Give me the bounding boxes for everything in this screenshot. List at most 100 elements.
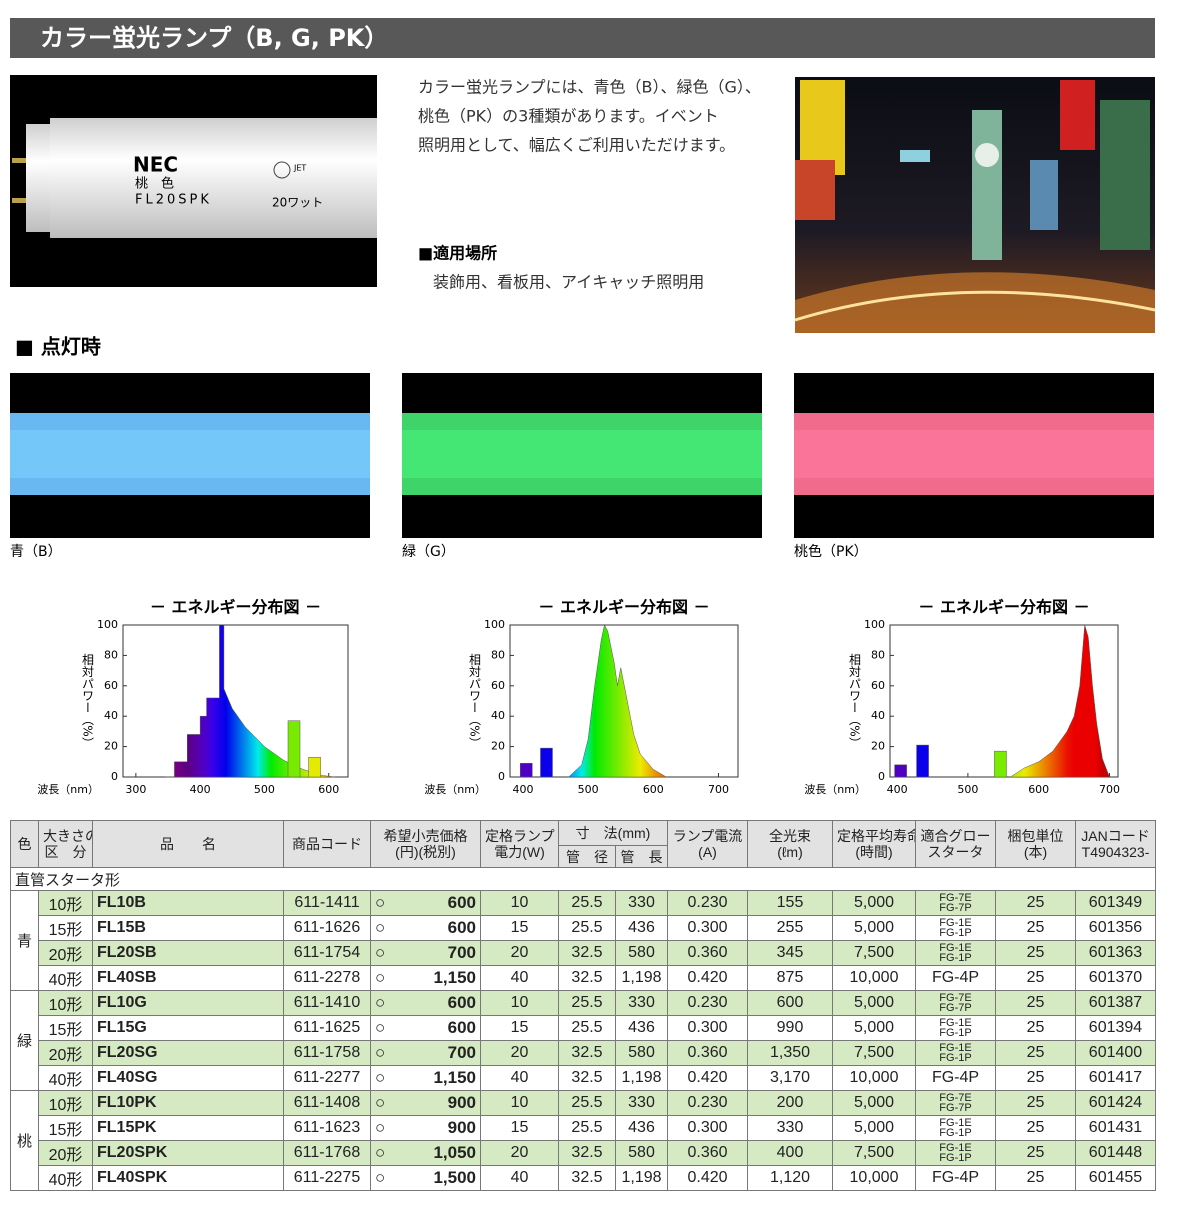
- current-cell: 0.420: [667, 1065, 748, 1091]
- lumen-cell: 600: [747, 990, 833, 1016]
- line-bar: [520, 763, 533, 778]
- y-axis-label: 相対パワー（%）: [81, 653, 95, 749]
- lamp-core: [794, 430, 1154, 478]
- diameter-text: 25.5: [571, 1094, 603, 1111]
- price-cell: ○ 700: [370, 940, 481, 966]
- length-cell: 436: [615, 1015, 668, 1041]
- lumen-cell: 1,350: [747, 1040, 833, 1066]
- header-line: ランプ電流: [672, 828, 743, 844]
- lumen-cell: 400: [747, 1140, 833, 1166]
- watt-text: 20: [510, 1144, 529, 1161]
- size-cell: 10形: [38, 1090, 93, 1116]
- starter-line: FG-1E: [939, 1142, 972, 1154]
- price-mark: ○: [375, 1168, 386, 1187]
- line-bar: [308, 756, 321, 778]
- price-mark: ○: [375, 968, 386, 987]
- pin: [12, 158, 28, 163]
- header-cell: 全光束 (ℓm): [747, 820, 833, 868]
- name-text: FL10B: [97, 894, 146, 911]
- current-text: 0.360: [687, 1144, 728, 1161]
- starter-cell: FG-4P: [915, 1165, 996, 1191]
- life-cell: 7,500: [832, 940, 916, 966]
- header-cell: 寸 法(mm): [558, 820, 668, 846]
- diameter-cell: 25.5: [558, 890, 616, 916]
- starter-cell: FG-1E FG-1P: [915, 940, 996, 966]
- intro-line: 桃色（PK）の3種類があります。イベント: [418, 107, 719, 126]
- price-text: 600: [447, 1018, 476, 1037]
- starter-line: FG-1P: [939, 1052, 972, 1064]
- current-cell: 0.360: [667, 1140, 748, 1166]
- starter-cell: FG-1E FG-1P: [915, 915, 996, 941]
- pack-cell: 25: [995, 1065, 1076, 1091]
- pack-text: 25: [1026, 894, 1045, 911]
- size-cell: 20形: [38, 1140, 93, 1166]
- starter-cell: FG-7E FG-7P: [915, 990, 996, 1016]
- life-cell: 5,000: [832, 1090, 916, 1116]
- starter-line: FG-1E: [939, 1042, 972, 1054]
- current-cell: 0.300: [667, 1015, 748, 1041]
- length-text: 580: [628, 1044, 655, 1061]
- color-cell: 青: [10, 890, 39, 991]
- jan-text: 601387: [1088, 994, 1143, 1011]
- watt-cell: 10: [480, 890, 559, 916]
- header-cell: 梱包単位 (本): [995, 820, 1076, 868]
- watt-cell: 20: [480, 1040, 559, 1066]
- length-text: 1,198: [621, 1069, 662, 1086]
- header-cell: 定格平均寿命 (時間): [832, 820, 916, 868]
- lamp-mark: JET: [293, 164, 306, 173]
- color-cell: 桃: [10, 1090, 39, 1191]
- pack-cell: 25: [995, 1090, 1076, 1116]
- life-cell: 7,500: [832, 1040, 916, 1066]
- size-cell: 40形: [38, 1065, 93, 1091]
- pack-cell: 25: [995, 1140, 1076, 1166]
- watt-text: 10: [510, 994, 529, 1011]
- length-cell: 330: [615, 1090, 668, 1116]
- diameter-cell: 25.5: [558, 1115, 616, 1141]
- y-tick-label: 80: [491, 648, 505, 661]
- lumen-text: 255: [776, 919, 804, 936]
- price-cell: ○ 900: [370, 1115, 481, 1141]
- code-cell: 611-1626: [283, 915, 371, 941]
- code-cell: 611-1411: [283, 890, 371, 916]
- lumen-text: 1,120: [769, 1169, 811, 1186]
- x-tick-label: 500: [578, 783, 599, 796]
- watt-text: 10: [510, 894, 529, 911]
- jan-cell: 601448: [1075, 1140, 1156, 1166]
- watt-cell: 20: [480, 940, 559, 966]
- x-tick-label: 600: [318, 783, 339, 796]
- watt-cell: 15: [480, 1015, 559, 1041]
- diameter-cell: 25.5: [558, 915, 616, 941]
- current-text: 0.230: [687, 994, 728, 1011]
- life-cell: 5,000: [832, 1115, 916, 1141]
- header-line: (時間): [855, 844, 893, 860]
- diameter-cell: 32.5: [558, 1165, 616, 1191]
- lamp-color: 桃 色: [135, 176, 174, 192]
- price-box: ○ 1,150: [375, 968, 476, 988]
- price-box: ○ 700: [375, 943, 476, 963]
- pack-text: 25: [1026, 944, 1045, 961]
- code-text: 611-1411: [294, 894, 360, 911]
- price-box: ○ 600: [375, 918, 476, 938]
- code-text: 611-1768: [293, 1144, 361, 1161]
- size-text: 15形: [48, 1022, 83, 1039]
- line-bar: [916, 744, 929, 778]
- header-line: 希望小売価格: [383, 828, 468, 844]
- code-text: 611-1408: [293, 1094, 361, 1111]
- name-cell: FL40SG: [92, 1065, 284, 1091]
- watt-text: 15: [510, 1119, 529, 1136]
- current-text: 0.420: [687, 969, 728, 986]
- price-cell: ○ 1,150: [370, 965, 481, 991]
- size-cell: 20形: [38, 940, 93, 966]
- y-tick-label: 60: [491, 679, 505, 692]
- intro-line: カラー蛍光ランプには、青色（B）、緑色（G）、: [418, 78, 761, 97]
- pack-text: 25: [1026, 919, 1045, 936]
- y-tick-label: 100: [97, 618, 118, 631]
- name-cell: FL20SB: [92, 940, 284, 966]
- pack-cell: 25: [995, 1015, 1076, 1041]
- price-cell: ○ 600: [370, 915, 481, 941]
- current-cell: 0.230: [667, 890, 748, 916]
- starter-line: FG-7E: [939, 992, 972, 1004]
- pack-cell: 25: [995, 915, 1076, 941]
- price-mark: ○: [375, 993, 386, 1012]
- price-box: ○ 1,050: [375, 1143, 476, 1163]
